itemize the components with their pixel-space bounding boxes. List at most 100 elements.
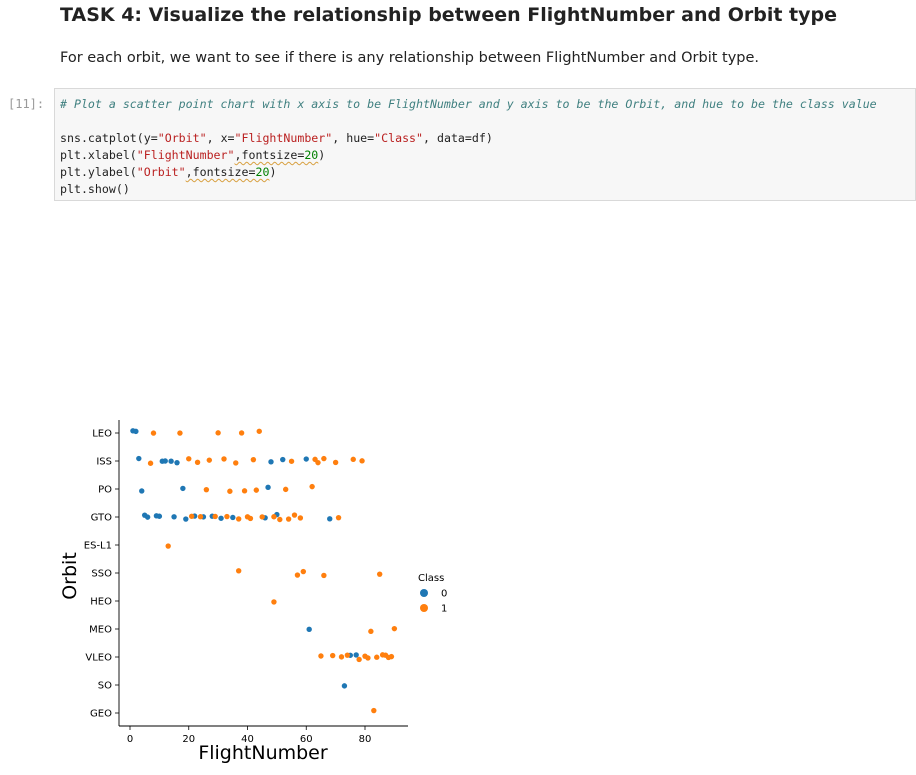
y-tick-label: MEO xyxy=(89,625,112,636)
scatter-point-class-1 xyxy=(259,514,265,520)
scatter-point-class-1 xyxy=(233,460,239,466)
scatter-point-class-1 xyxy=(150,430,157,436)
scatter-point-class-1 xyxy=(277,516,283,523)
scatter-point-class-1 xyxy=(315,459,321,466)
scatter-point-class-1 xyxy=(250,456,257,463)
scatter-point-class-0 xyxy=(218,515,224,521)
scatter-point-class-0 xyxy=(144,514,151,520)
scatter-point-class-1 xyxy=(188,513,195,519)
scatter-point-class-1 xyxy=(241,488,248,494)
scatter-point-class-1 xyxy=(177,430,183,436)
scatter-point-class-1 xyxy=(203,486,210,493)
y-tick-label: LEO xyxy=(92,429,112,440)
scatter-point-class-1 xyxy=(294,572,301,578)
legend-marker-class-1 xyxy=(420,604,428,612)
scatter-point-class-1 xyxy=(329,652,336,659)
x-tick-label: 20 xyxy=(182,734,195,745)
scatter-point-class-1 xyxy=(235,568,242,574)
scatter-point-class-0 xyxy=(180,485,186,492)
scatter-point-class-1 xyxy=(332,459,339,466)
scatter-point-class-1 xyxy=(206,457,213,463)
scatter-point-class-1 xyxy=(147,460,154,466)
scatter-point-class-1 xyxy=(321,455,327,462)
scatter-point-class-1 xyxy=(221,456,227,462)
scatter-point-class-1 xyxy=(359,458,365,464)
y-tick-label: GTO xyxy=(91,513,113,524)
x-tick-label: 80 xyxy=(359,734,372,745)
scatter-point-class-1 xyxy=(388,653,395,660)
scatter-point-class-0 xyxy=(183,516,189,522)
scatter-point-class-0 xyxy=(303,456,309,462)
cell-output: LEO ISS PO GTO ES-L1 SSO HEO MEO VLEO SO GEO 0 20 40 6… xyxy=(0,205,916,764)
y-tick-label: ISS xyxy=(96,457,112,468)
scatter-point-class-1 xyxy=(194,459,201,465)
scatter-point-class-1 xyxy=(371,707,377,714)
scatter-point-class-1 xyxy=(212,513,218,520)
scatter-point-class-1 xyxy=(391,625,398,632)
scatter-point-class-1 xyxy=(197,514,204,520)
scatter-point-class-0 xyxy=(171,514,177,520)
scatter-point-class-1 xyxy=(376,571,383,577)
scatter-point-class-1 xyxy=(365,655,371,661)
scatter-point-class-0 xyxy=(327,516,333,522)
code-comment: # Plot a scatter point chart with x axis… xyxy=(60,97,877,111)
scatter-point-class-0 xyxy=(136,455,142,462)
scatter-point-class-1 xyxy=(297,515,304,521)
scatter-point-class-1 xyxy=(215,430,221,436)
scatter-point-class-1 xyxy=(256,428,262,434)
code-line-catplot: sns.catplot(y="Orbit", x="FlightNumber",… xyxy=(60,131,493,145)
scatter-point-class-1 xyxy=(247,515,254,522)
legend-label: 0 xyxy=(441,589,447,600)
scatter-point-class-1 xyxy=(335,514,342,521)
scatter-point-class-1 xyxy=(291,512,298,518)
scatter-point-class-1 xyxy=(186,456,192,462)
scatter-point-class-1 xyxy=(344,652,351,658)
task-description: For each orbit, we want to see if there … xyxy=(60,50,760,66)
scatter-point-class-1 xyxy=(271,514,277,520)
scatter-point-class-1 xyxy=(271,599,277,605)
scatter-point-class-0 xyxy=(280,456,286,463)
code-editor[interactable]: # Plot a scatter point chart with x axis… xyxy=(60,96,877,198)
scatter-point-class-1 xyxy=(238,430,245,436)
scatter-point-class-0 xyxy=(168,458,174,464)
x-tick-label: 0 xyxy=(127,734,133,745)
legend-marker-class-0 xyxy=(420,589,428,597)
y-axis-label: Orbit xyxy=(59,552,81,600)
code-line-xlabel: plt.xlabel("FlightNumber",fontsize=20) xyxy=(60,148,326,162)
scatter-point-class-0 xyxy=(162,458,168,464)
legend-title: Class xyxy=(418,573,444,584)
x-axis-label: FlightNumber xyxy=(198,742,328,764)
scatter-point-class-1 xyxy=(338,654,345,660)
scatter-point-class-0 xyxy=(156,513,163,519)
task-heading: TASK 4: Visualize the relationship betwe… xyxy=(60,4,838,26)
scatter-point-class-1 xyxy=(321,572,327,579)
scatter-point-class-1 xyxy=(374,654,380,660)
y-tick-label: VLEO xyxy=(85,653,112,664)
y-tick-label: SSO xyxy=(91,569,112,580)
scatter-point-class-0 xyxy=(230,514,236,521)
legend-label: 1 xyxy=(441,604,447,615)
code-cell[interactable]: # Plot a scatter point chart with x axis… xyxy=(54,88,916,201)
cell-prompt: [11]: xyxy=(8,97,45,111)
scatter-point-class-0 xyxy=(265,484,271,491)
scatter-point-class-1 xyxy=(282,486,289,493)
scatter-point-class-1 xyxy=(285,516,292,522)
scatter-point-class-1 xyxy=(235,516,242,522)
scatter-point-class-0 xyxy=(268,459,274,465)
scatter-point-class-1 xyxy=(253,487,260,493)
scatter-point-class-1 xyxy=(309,483,315,490)
y-tick-label: ES-L1 xyxy=(84,541,112,552)
scatter-point-class-1 xyxy=(350,456,356,463)
y-tick-label: GEO xyxy=(90,709,112,720)
scatter-point-class-1 xyxy=(356,656,362,663)
code-line-show: plt.show() xyxy=(60,182,130,196)
scatter-point-class-1 xyxy=(288,458,295,464)
y-tick-label: HEO xyxy=(90,597,112,608)
y-tick-label: PO xyxy=(98,485,112,496)
scatter-point-class-0 xyxy=(139,488,145,494)
scatter-point-class-1 xyxy=(318,653,324,659)
scatter-point-class-0 xyxy=(133,428,139,435)
scatter-point-class-1 xyxy=(224,513,230,520)
scatter-point-class-0 xyxy=(174,459,180,466)
